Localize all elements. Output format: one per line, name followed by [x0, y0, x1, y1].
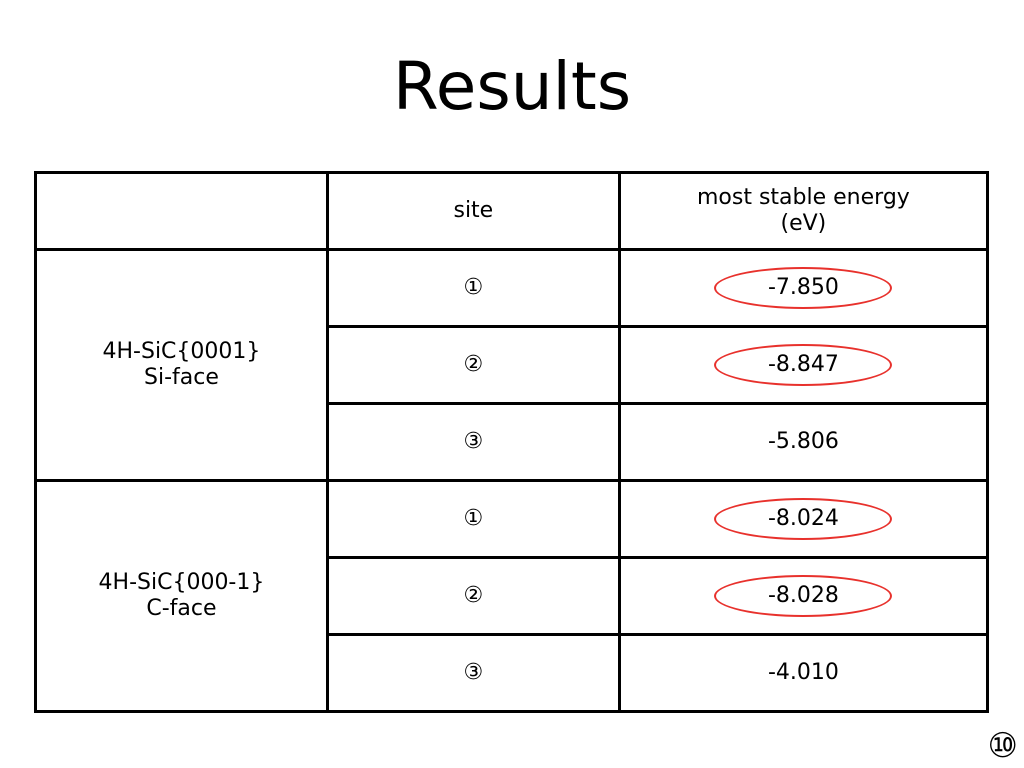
- energy-cell: -5.806: [617, 402, 990, 482]
- header-energy-unit: (eV): [780, 211, 827, 236]
- group-label-line1: 4H-SiC{0001}: [102, 339, 261, 364]
- energy-value: -7.850: [767, 275, 839, 300]
- group-label-line2: Si-face: [144, 365, 219, 390]
- energy-cell: -8.847: [617, 325, 990, 405]
- group-label-line1: 4H-SiC{000-1}: [98, 570, 265, 595]
- table-row: 4H-SiC{000-1} C-face ① -8.024: [34, 479, 990, 713]
- slide-title: Results: [392, 48, 632, 125]
- table-row: ③ -5.806: [36, 402, 990, 482]
- group-label-si-face: 4H-SiC{0001} Si-face: [34, 248, 329, 482]
- energy-value: -8.028: [767, 583, 839, 608]
- site-cell: ①: [325, 248, 621, 328]
- site-cell: ③: [325, 402, 621, 482]
- site-cell: ②: [325, 556, 621, 636]
- group-label-c-face: 4H-SiC{000-1} C-face: [34, 479, 329, 713]
- energy-cell: -7.850: [617, 248, 990, 328]
- header-site-cell: site: [325, 171, 621, 251]
- group-label-line2: C-face: [146, 596, 217, 621]
- page-number: ⑩: [987, 726, 1018, 766]
- site-cell: ③: [325, 633, 621, 713]
- header-energy-cell: most stable energy (eV): [617, 171, 990, 251]
- site-cell: ②: [325, 325, 621, 405]
- energy-value: -8.024: [767, 506, 839, 531]
- table-row: ③ -4.010: [36, 633, 990, 713]
- table-header-row: site most stable energy (eV): [34, 171, 990, 251]
- energy-cell: -4.010: [617, 633, 990, 713]
- table-row: ② -8.028: [36, 556, 990, 636]
- energy-value: -4.010: [767, 660, 839, 685]
- energy-value: -5.806: [767, 429, 839, 454]
- header-group-cell: [34, 171, 329, 251]
- table-row: 4H-SiC{0001} Si-face ① -7.850: [34, 248, 990, 482]
- header-energy-label: most stable energy: [697, 185, 910, 210]
- energy-value: -8.847: [767, 352, 839, 377]
- energy-cell: -8.024: [617, 479, 990, 559]
- energy-cell: -8.028: [617, 556, 990, 636]
- site-cell: ①: [325, 479, 621, 559]
- results-table: site most stable energy (eV) 4H-SiC{0001…: [34, 171, 990, 713]
